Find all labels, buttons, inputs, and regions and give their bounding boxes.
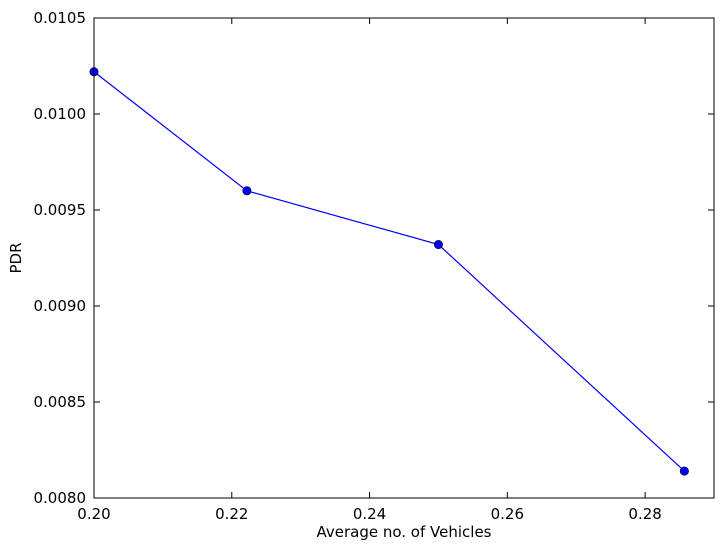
y-tick-label: 0.0080 <box>34 489 87 507</box>
x-axis-label: Average no. of Vehicles <box>316 523 491 541</box>
axis-ticks <box>93 17 714 499</box>
y-axis-label: PDR <box>7 242 25 273</box>
x-tick-label: 0.26 <box>491 505 524 523</box>
x-tick-labels: 0.20 0.22 0.24 0.26 0.28 <box>77 505 662 523</box>
data-series <box>89 67 689 476</box>
y-tick-label: 0.0095 <box>34 201 87 219</box>
data-point <box>433 240 443 250</box>
plot-area-frame <box>93 17 715 499</box>
y-tick-label: 0.0105 <box>34 9 87 27</box>
y-tick-label: 0.0085 <box>34 393 87 411</box>
y-tick-label: 0.0090 <box>34 297 87 315</box>
x-tick-label: 0.20 <box>77 505 110 523</box>
data-point <box>242 186 252 196</box>
data-point <box>679 466 689 476</box>
y-tick-labels: 0.0080 0.0085 0.0090 0.0095 0.0100 0.0105 <box>34 9 87 507</box>
x-tick-label: 0.28 <box>628 505 661 523</box>
y-tick-label: 0.0100 <box>34 105 87 123</box>
series-line <box>93 71 685 472</box>
x-tick-label: 0.22 <box>215 505 248 523</box>
x-tick-label: 0.24 <box>353 505 386 523</box>
